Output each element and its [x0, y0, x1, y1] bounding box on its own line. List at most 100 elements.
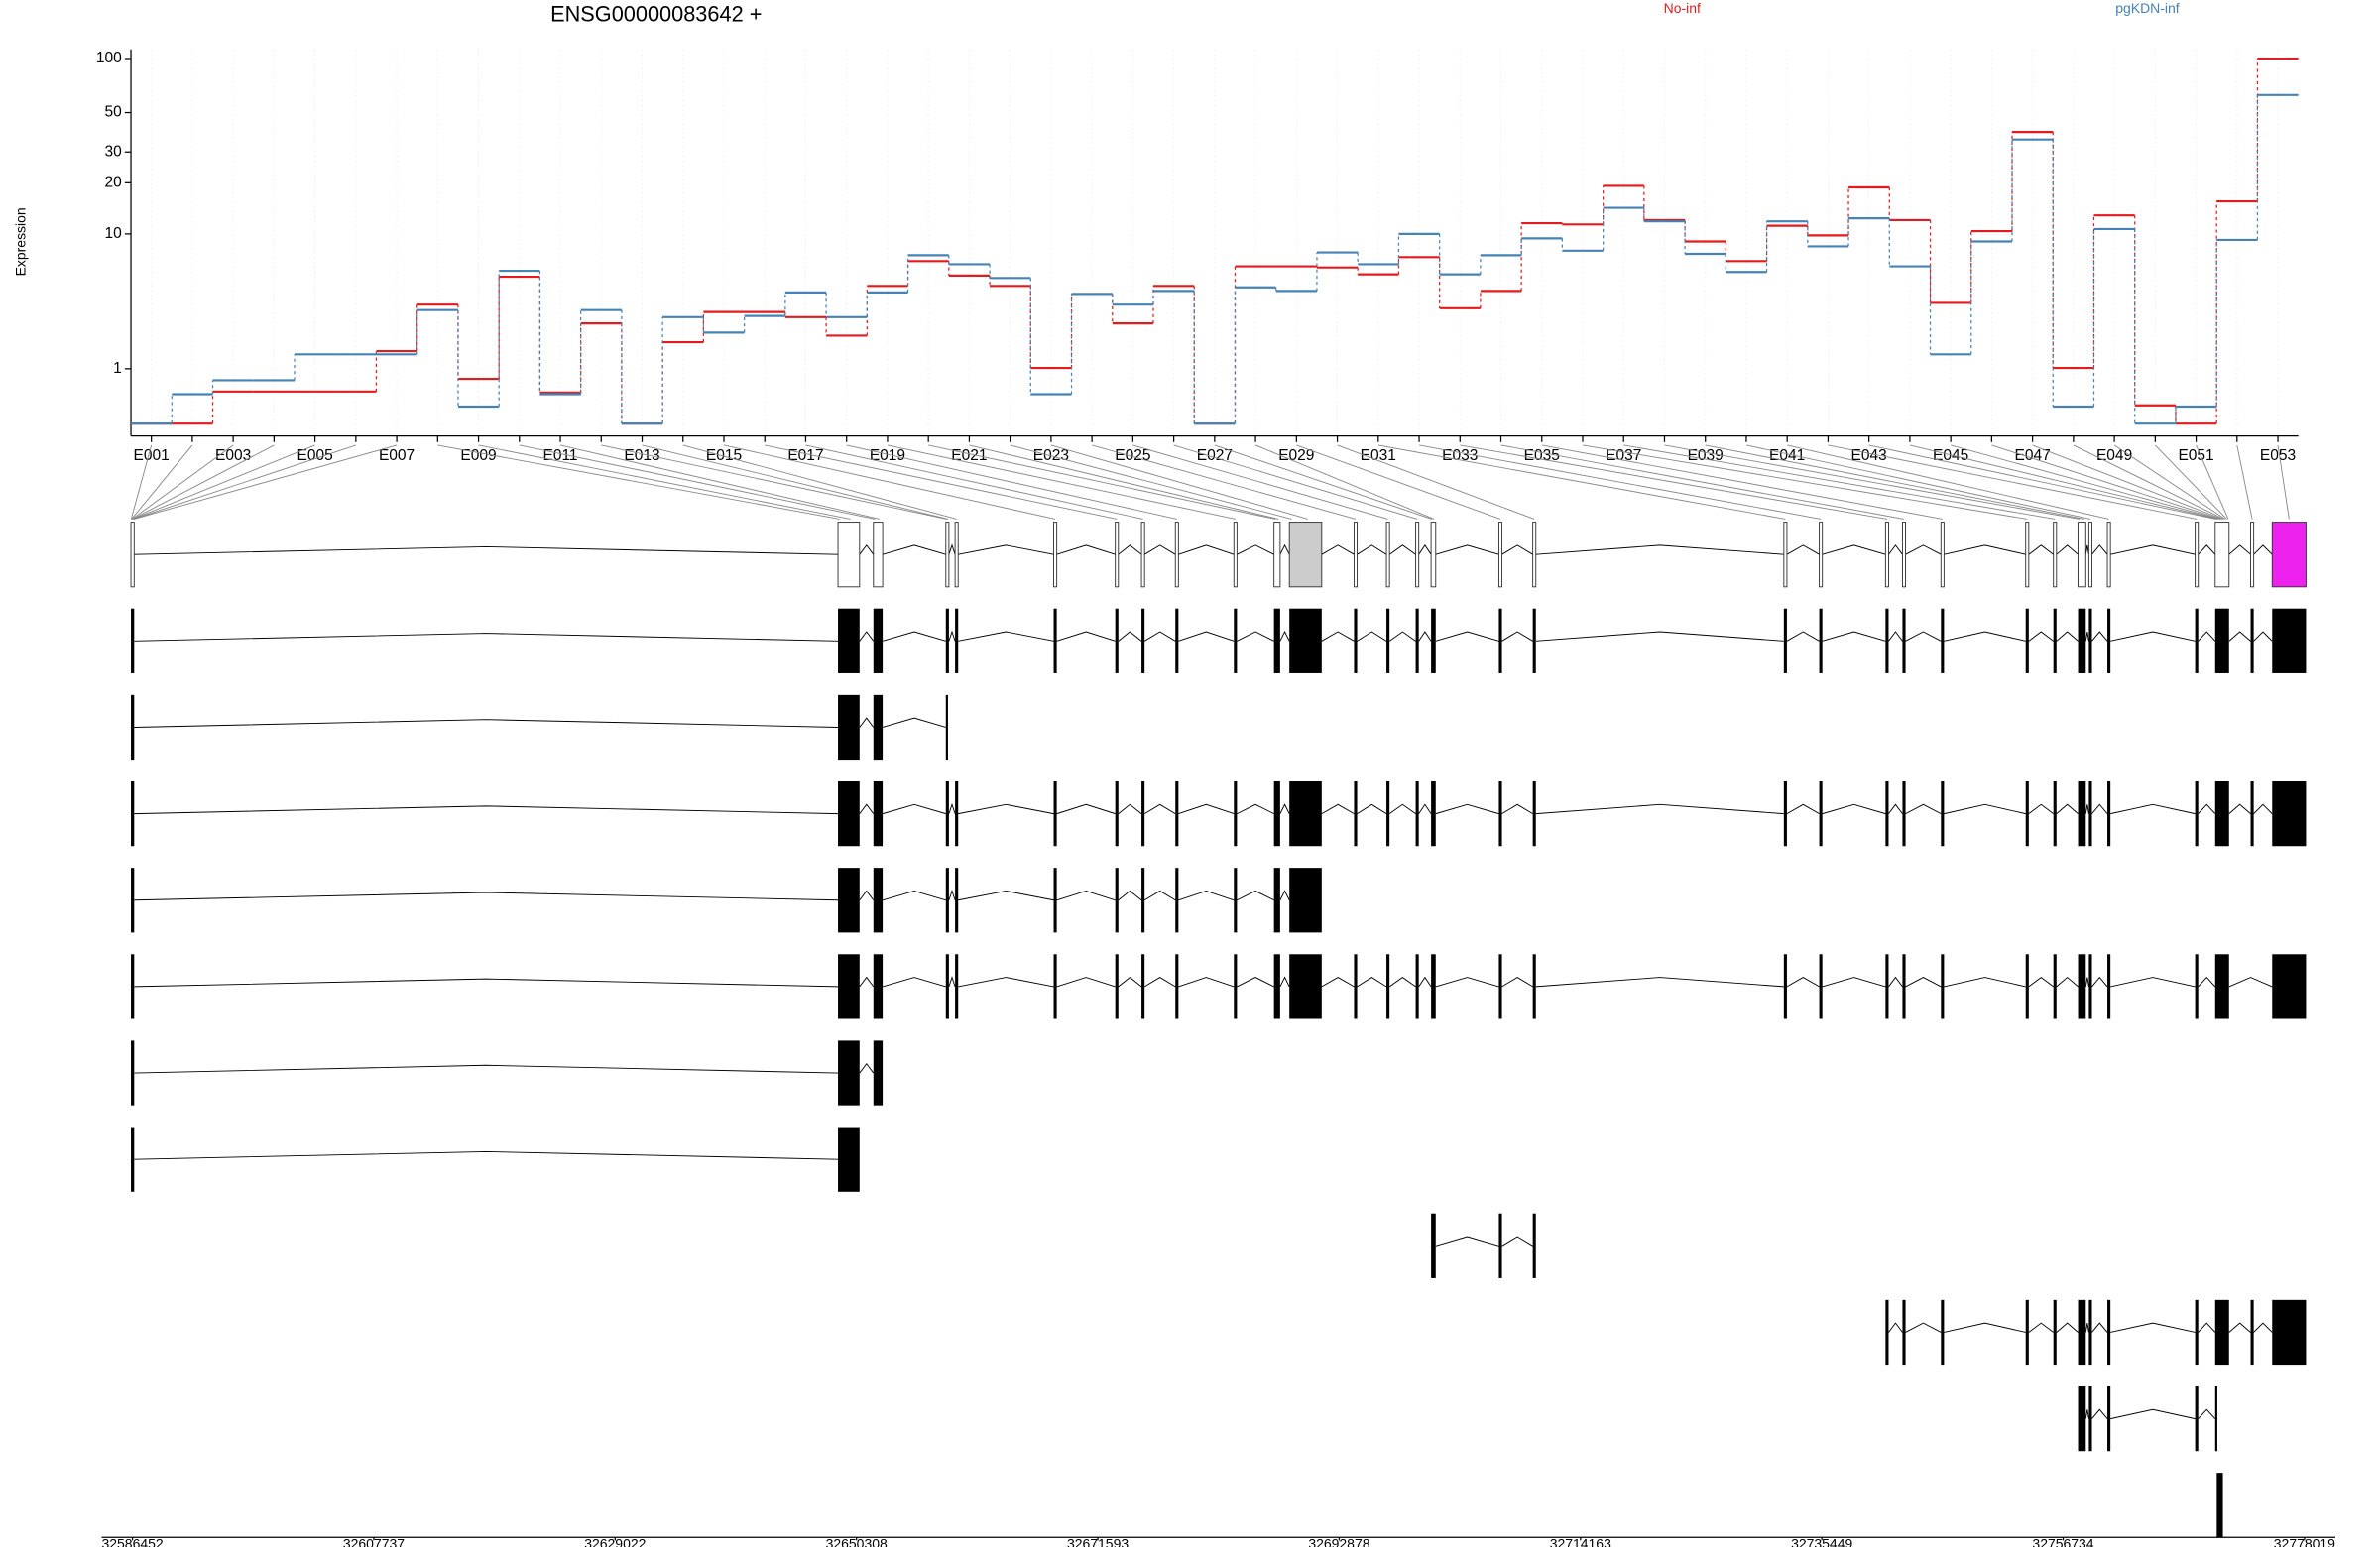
intron [134, 1150, 839, 1160]
intron [1237, 890, 1274, 901]
exon-box [2214, 608, 2229, 673]
intron [958, 803, 1054, 815]
x-tick-label: E045 [1933, 447, 1968, 464]
intron [1056, 890, 1116, 901]
intron [2198, 1322, 2216, 1333]
intron [134, 892, 839, 901]
intron [1905, 631, 1942, 642]
exon-box [2053, 954, 2057, 1019]
exon-connector [642, 444, 949, 520]
exon-connector [1377, 444, 1786, 520]
x-tick-label: E039 [1688, 447, 1724, 464]
exon-box [2078, 1385, 2086, 1452]
exon-box [1902, 780, 1906, 847]
intron [1056, 631, 1116, 642]
intron [1143, 890, 1176, 901]
exon-connector [1173, 444, 1418, 520]
exon-box [954, 522, 959, 588]
intron [2110, 977, 2196, 988]
exon-box [1115, 522, 1120, 588]
intron [948, 976, 956, 988]
exon-connector [1868, 444, 2216, 520]
exon-box [2053, 780, 2057, 847]
exon-box [1273, 954, 1280, 1019]
exon-box [2088, 1299, 2092, 1366]
exon-connector [887, 444, 1236, 520]
intron [2228, 631, 2251, 642]
intron [2084, 1409, 2089, 1419]
exon-box [1532, 1213, 1536, 1278]
intron [1357, 977, 1387, 988]
intron [2253, 544, 2273, 555]
exon-box [1234, 868, 1238, 933]
exon-connector [2073, 444, 2224, 520]
exon-box [1115, 780, 1119, 847]
genome-tick-label: 32586452 [102, 1536, 164, 1547]
exon-box [2195, 954, 2199, 1019]
y-tick-label: 30 [104, 143, 122, 160]
exon-box [945, 522, 950, 588]
exon-box [2272, 1299, 2307, 1366]
intron [134, 545, 839, 555]
exon-box [1141, 954, 1145, 1019]
exon-box [1783, 780, 1787, 847]
intron [1786, 977, 1820, 988]
exon-box [2078, 522, 2086, 588]
intron [2091, 1322, 2108, 1333]
exon-box [1902, 1299, 1906, 1366]
intron [882, 544, 946, 555]
intron [1178, 803, 1235, 815]
exon-connector [1132, 444, 1388, 520]
exon-box [1140, 522, 1145, 588]
intron [1418, 631, 1432, 642]
intron [1888, 544, 1903, 555]
exon-connector [723, 444, 1056, 520]
legend-label: No-inf [1664, 0, 1701, 16]
exon-box [2250, 608, 2254, 673]
intron [1178, 544, 1235, 555]
intron [882, 977, 946, 988]
intron [2253, 631, 2273, 642]
exon-connector [1460, 444, 1887, 520]
exon-box [838, 780, 860, 847]
exon-box [1053, 868, 1057, 933]
exon-box [873, 608, 884, 673]
exon-box [955, 868, 959, 933]
exon-box [1141, 780, 1145, 847]
intron [1056, 803, 1116, 815]
intron [1435, 803, 1499, 815]
intron [1905, 1322, 1942, 1333]
intron [1435, 631, 1499, 642]
exon-box [2214, 1299, 2229, 1366]
intron [1501, 803, 1533, 815]
exon-box [2087, 522, 2092, 588]
genome-tick-label: 32692878 [1308, 1536, 1369, 1547]
intron [1822, 803, 1886, 815]
exon-box [1498, 780, 1502, 847]
intron [1888, 803, 1903, 814]
intron [1944, 977, 2026, 988]
intron [1237, 977, 1274, 988]
exon-box [1783, 522, 1788, 588]
exon-box [131, 780, 135, 847]
intron [1888, 631, 1903, 642]
intron [882, 717, 946, 728]
exon-connector [2113, 444, 2226, 520]
exon-box [1053, 954, 1057, 1019]
exon-connector [2236, 444, 2253, 520]
exon-box [1532, 522, 1537, 588]
intron [1357, 803, 1387, 815]
intron [859, 976, 875, 988]
intron [1321, 544, 1355, 555]
exon-connector [133, 444, 398, 520]
x-tick-label: E015 [706, 447, 742, 464]
exon-box [1234, 780, 1238, 847]
intron [1501, 544, 1533, 555]
exon-box [1885, 608, 1889, 673]
exon-connector [1664, 444, 2081, 520]
intron [134, 978, 839, 988]
intron [1535, 803, 1784, 815]
exon-box [1289, 608, 1322, 673]
intron [2091, 544, 2108, 555]
